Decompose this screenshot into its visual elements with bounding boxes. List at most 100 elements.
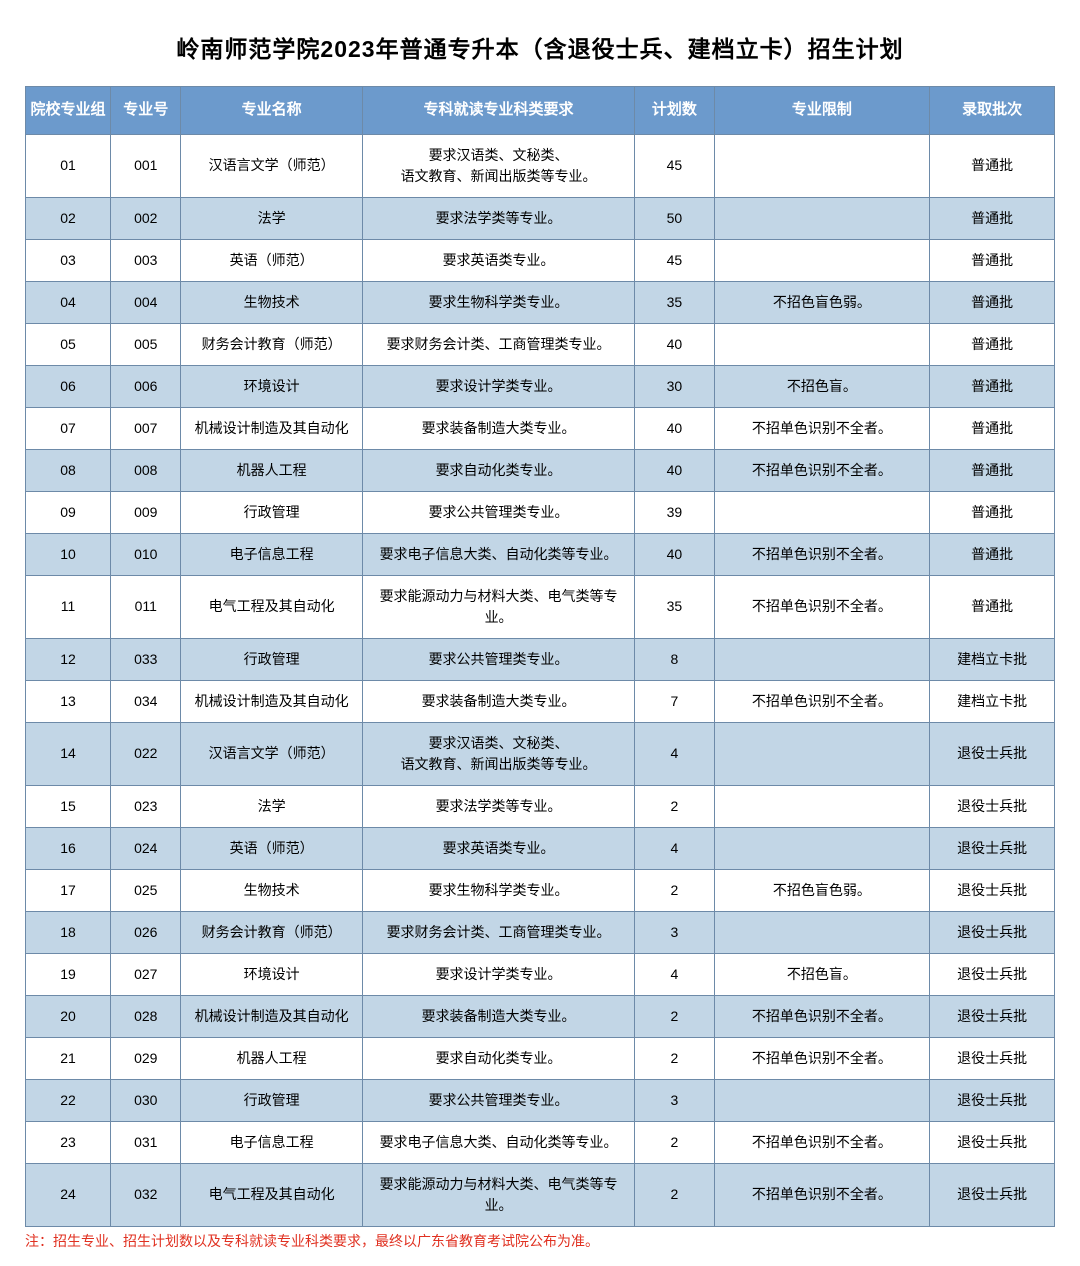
cell-name: 行政管理 <box>181 1079 363 1121</box>
cell-name: 电气工程及其自动化 <box>181 1163 363 1226</box>
cell-req: 要求设计学类专业。 <box>362 953 634 995</box>
cell-code: 023 <box>111 785 181 827</box>
cell-req: 要求法学类等专业。 <box>362 197 634 239</box>
cell-batch: 普通批 <box>930 575 1055 638</box>
cell-group: 05 <box>26 323 111 365</box>
cell-plan: 35 <box>635 575 714 638</box>
cell-req: 要求装备制造大类专业。 <box>362 407 634 449</box>
cell-req: 要求汉语类、文秘类、语文教育、新闻出版类等专业。 <box>362 722 634 785</box>
cell-plan: 4 <box>635 827 714 869</box>
cell-group: 23 <box>26 1121 111 1163</box>
cell-batch: 退役士兵批 <box>930 995 1055 1037</box>
cell-code: 007 <box>111 407 181 449</box>
cell-name: 行政管理 <box>181 491 363 533</box>
table-row: 19027环境设计要求设计学类专业。4不招色盲。退役士兵批 <box>26 953 1055 995</box>
cell-group: 09 <box>26 491 111 533</box>
cell-group: 15 <box>26 785 111 827</box>
cell-name: 机械设计制造及其自动化 <box>181 680 363 722</box>
table-row: 12033行政管理要求公共管理类专业。8建档立卡批 <box>26 638 1055 680</box>
cell-group: 17 <box>26 869 111 911</box>
table-row: 11011电气工程及其自动化要求能源动力与材料大类、电气类等专业。35不招单色识… <box>26 575 1055 638</box>
col-header-group: 院校专业组 <box>26 87 111 135</box>
cell-code: 034 <box>111 680 181 722</box>
cell-code: 001 <box>111 134 181 197</box>
cell-plan: 4 <box>635 953 714 995</box>
cell-name: 汉语言文学（师范） <box>181 722 363 785</box>
cell-limit: 不招单色识别不全者。 <box>714 995 930 1037</box>
cell-code: 011 <box>111 575 181 638</box>
cell-limit <box>714 785 930 827</box>
table-row: 01001汉语言文学（师范）要求汉语类、文秘类、语文教育、新闻出版类等专业。45… <box>26 134 1055 197</box>
cell-name: 法学 <box>181 785 363 827</box>
table-row: 06006环境设计要求设计学类专业。30不招色盲。普通批 <box>26 365 1055 407</box>
cell-req: 要求电子信息大类、自动化类等专业。 <box>362 533 634 575</box>
cell-name: 行政管理 <box>181 638 363 680</box>
cell-plan: 40 <box>635 323 714 365</box>
cell-limit: 不招色盲色弱。 <box>714 869 930 911</box>
cell-batch: 建档立卡批 <box>930 680 1055 722</box>
cell-name: 财务会计教育（师范） <box>181 911 363 953</box>
cell-req: 要求公共管理类专业。 <box>362 491 634 533</box>
cell-req: 要求公共管理类专业。 <box>362 1079 634 1121</box>
col-header-code: 专业号 <box>111 87 181 135</box>
page-container: 岭南师范学院2023年普通专升本（含退役士兵、建档立卡）招生计划 院校专业组 专… <box>0 0 1080 1266</box>
cell-batch: 建档立卡批 <box>930 638 1055 680</box>
cell-batch: 普通批 <box>930 449 1055 491</box>
cell-code: 031 <box>111 1121 181 1163</box>
cell-group: 13 <box>26 680 111 722</box>
cell-name: 英语（师范） <box>181 827 363 869</box>
cell-group: 20 <box>26 995 111 1037</box>
cell-batch: 退役士兵批 <box>930 1163 1055 1226</box>
cell-req: 要求公共管理类专业。 <box>362 638 634 680</box>
cell-name: 机械设计制造及其自动化 <box>181 995 363 1037</box>
cell-code: 010 <box>111 533 181 575</box>
footnote-text: 注：招生专业、招生计划数以及专科就读专业科类要求，最终以广东省教育考试院公布为准… <box>25 1231 1055 1251</box>
table-row: 10010电子信息工程要求电子信息大类、自动化类等专业。40不招单色识别不全者。… <box>26 533 1055 575</box>
cell-limit <box>714 722 930 785</box>
col-header-req: 专科就读专业科类要求 <box>362 87 634 135</box>
table-row: 07007机械设计制造及其自动化要求装备制造大类专业。40不招单色识别不全者。普… <box>26 407 1055 449</box>
cell-name: 生物技术 <box>181 281 363 323</box>
cell-plan: 45 <box>635 239 714 281</box>
cell-group: 18 <box>26 911 111 953</box>
cell-group: 14 <box>26 722 111 785</box>
cell-group: 21 <box>26 1037 111 1079</box>
cell-code: 028 <box>111 995 181 1037</box>
col-header-limit: 专业限制 <box>714 87 930 135</box>
cell-batch: 退役士兵批 <box>930 827 1055 869</box>
cell-name: 电子信息工程 <box>181 1121 363 1163</box>
cell-batch: 退役士兵批 <box>930 722 1055 785</box>
cell-plan: 40 <box>635 533 714 575</box>
cell-name: 机器人工程 <box>181 449 363 491</box>
cell-name: 环境设计 <box>181 953 363 995</box>
cell-req: 要求能源动力与材料大类、电气类等专业。 <box>362 1163 634 1226</box>
table-row: 09009行政管理要求公共管理类专业。39普通批 <box>26 491 1055 533</box>
cell-code: 030 <box>111 1079 181 1121</box>
cell-req: 要求财务会计类、工商管理类专业。 <box>362 911 634 953</box>
cell-limit: 不招单色识别不全者。 <box>714 575 930 638</box>
cell-code: 005 <box>111 323 181 365</box>
cell-plan: 2 <box>635 1121 714 1163</box>
table-row: 16024英语（师范）要求英语类专业。4退役士兵批 <box>26 827 1055 869</box>
cell-limit: 不招单色识别不全者。 <box>714 680 930 722</box>
cell-limit <box>714 134 930 197</box>
cell-code: 008 <box>111 449 181 491</box>
cell-batch: 普通批 <box>930 533 1055 575</box>
table-row: 02002法学要求法学类等专业。50普通批 <box>26 197 1055 239</box>
cell-batch: 普通批 <box>930 239 1055 281</box>
cell-limit <box>714 197 930 239</box>
cell-group: 01 <box>26 134 111 197</box>
cell-batch: 退役士兵批 <box>930 1079 1055 1121</box>
cell-group: 22 <box>26 1079 111 1121</box>
table-row: 23031电子信息工程要求电子信息大类、自动化类等专业。2不招单色识别不全者。退… <box>26 1121 1055 1163</box>
cell-limit: 不招单色识别不全者。 <box>714 407 930 449</box>
cell-limit: 不招色盲色弱。 <box>714 281 930 323</box>
cell-req: 要求装备制造大类专业。 <box>362 680 634 722</box>
cell-name: 财务会计教育（师范） <box>181 323 363 365</box>
cell-group: 24 <box>26 1163 111 1226</box>
cell-group: 07 <box>26 407 111 449</box>
cell-group: 10 <box>26 533 111 575</box>
cell-plan: 4 <box>635 722 714 785</box>
cell-req: 要求英语类专业。 <box>362 239 634 281</box>
cell-code: 006 <box>111 365 181 407</box>
